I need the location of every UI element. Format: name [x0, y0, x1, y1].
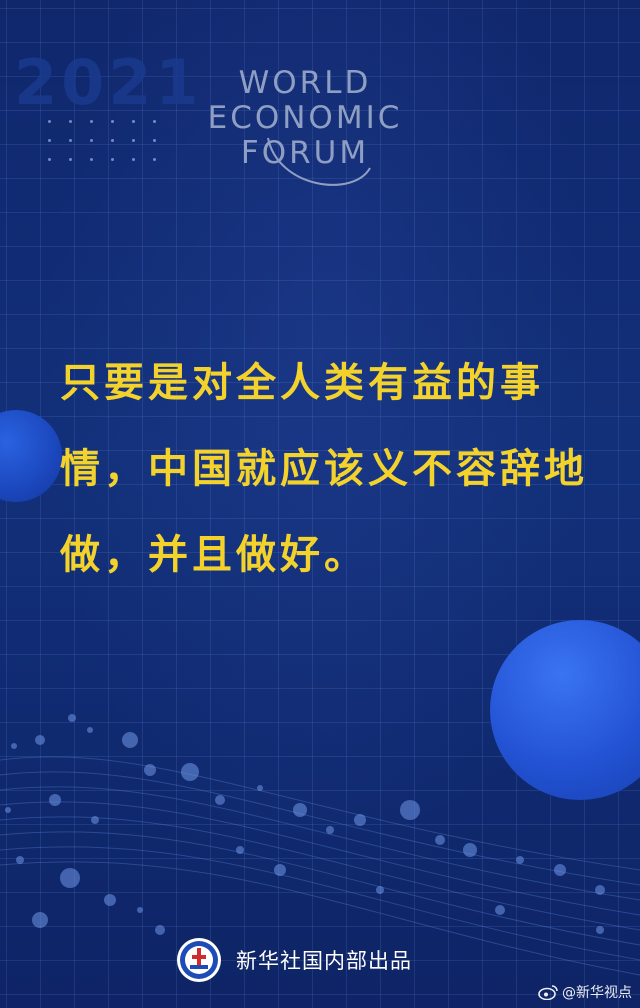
- logo-line-forum: FORUM: [240, 135, 370, 171]
- quote-line: 只要是对全人类有益的事: [60, 360, 544, 406]
- footer: 新华社国内部出品: [176, 936, 412, 984]
- quote-text: 只要是对全人类有益的事 情，中国就应该义不容辞地 做，并且做好。: [60, 340, 600, 598]
- producer-credit: 新华社国内部出品: [236, 949, 412, 973]
- logo-line-world: WORLD: [238, 65, 372, 101]
- logo-line-economic: ECONOMIC: [207, 100, 403, 136]
- quote-line: 做，并且做好。: [60, 532, 368, 578]
- particle-wave-decoration: [0, 714, 640, 976]
- quote-line: 情，中国就应该义不容辞地: [60, 446, 588, 492]
- weibo-watermark: @新华视点: [538, 982, 632, 1002]
- decorative-circle-right: [490, 620, 640, 800]
- logo-arc-icon: [267, 137, 371, 186]
- xinhua-emblem-icon: [177, 938, 221, 982]
- dot-matrix-decoration: [48, 120, 157, 161]
- year-text: 2021: [14, 46, 203, 119]
- watermark-text: @新华视点: [562, 985, 632, 1001]
- world-economic-forum-logo: WORLD ECONOMIC FORUM: [190, 66, 420, 171]
- weibo-icon: [538, 985, 558, 1000]
